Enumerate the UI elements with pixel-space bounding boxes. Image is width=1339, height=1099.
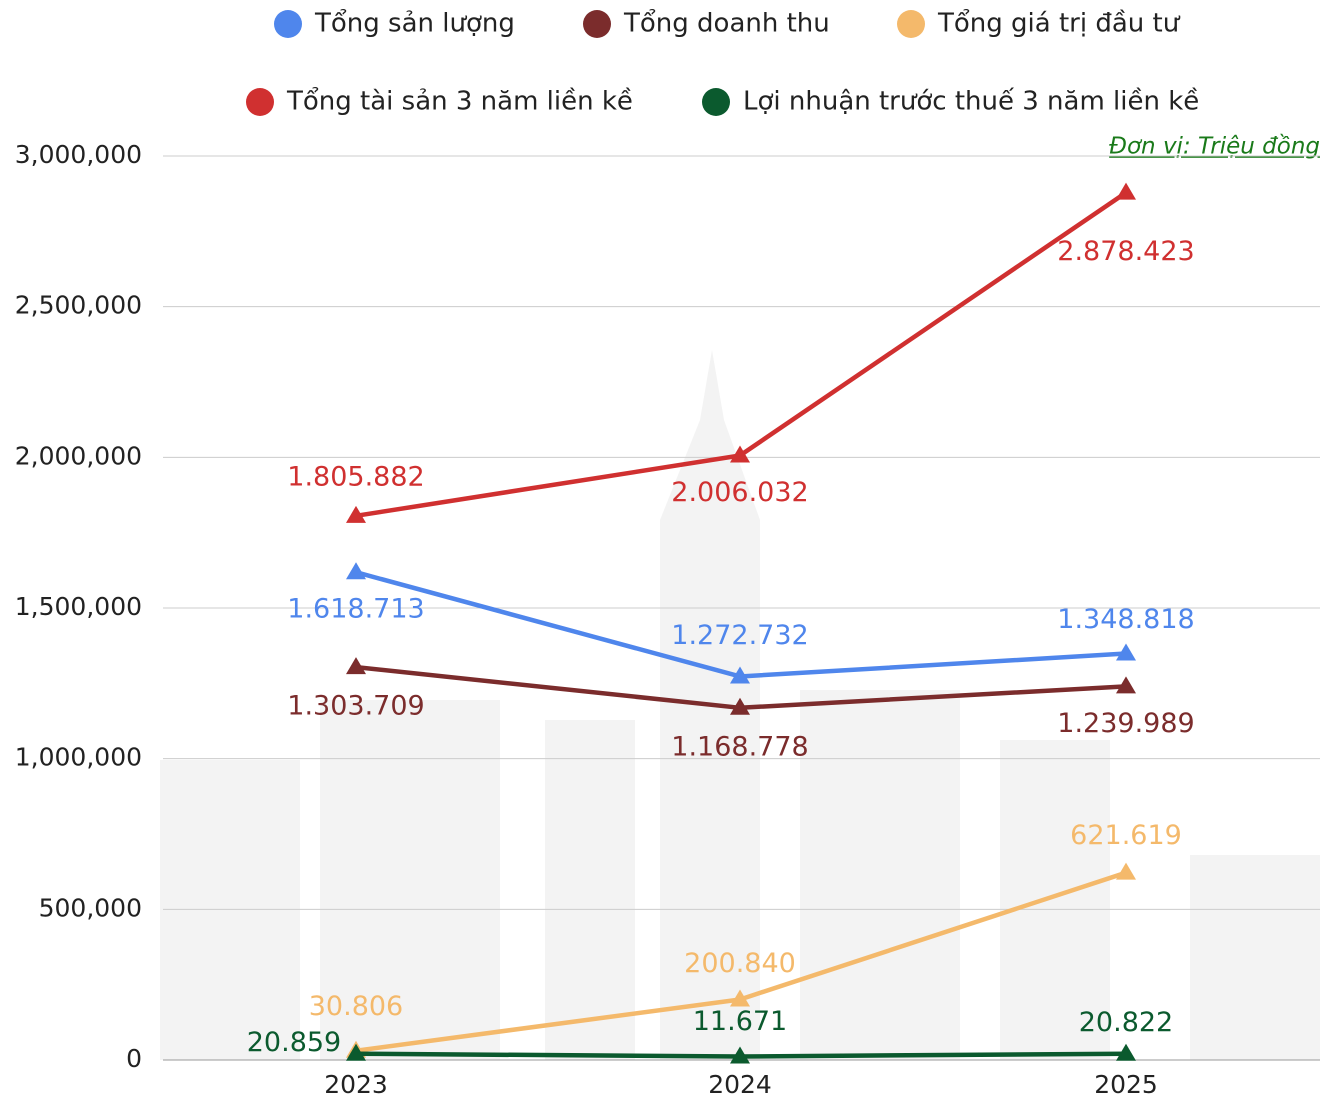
x-tick-label: 2025 <box>1094 1070 1158 1099</box>
y-tick-label: 1,000,000 <box>15 743 142 772</box>
value-label: 621.619 <box>1070 820 1182 851</box>
point-marker <box>730 989 750 1007</box>
value-label: 2.878.423 <box>1057 236 1194 267</box>
value-label: 1.348.818 <box>1057 604 1194 635</box>
unit-annotation: Đơn vị: Triệu đồng <box>1109 134 1320 160</box>
value-label: 1.805.882 <box>287 461 424 492</box>
point-marker <box>1116 1043 1136 1061</box>
legend-swatch <box>897 10 925 38</box>
y-tick-label: 2,000,000 <box>15 441 142 470</box>
legend-label: Tổng tài sản 3 năm liền kề <box>286 86 633 117</box>
value-label: 20.822 <box>1079 1007 1173 1038</box>
point-marker <box>730 697 750 715</box>
value-label: 1.618.713 <box>287 594 424 625</box>
value-label: 1.239.989 <box>1057 708 1194 739</box>
value-label: 1.168.778 <box>671 731 808 762</box>
value-label: 20.859 <box>247 1027 341 1058</box>
value-label: 1.303.709 <box>287 691 424 722</box>
point-marker <box>346 562 366 580</box>
point-marker <box>346 1043 366 1061</box>
point-marker <box>730 445 750 463</box>
background-skyline <box>160 350 1320 1060</box>
value-label: 1.272.732 <box>671 620 808 651</box>
value-label: 200.840 <box>684 948 796 979</box>
point-marker <box>346 505 366 523</box>
value-label: 2.006.032 <box>671 477 808 508</box>
legend-swatch <box>246 88 274 116</box>
legend-swatch <box>583 10 611 38</box>
point-marker <box>730 1046 750 1064</box>
legend-swatch <box>274 10 302 38</box>
point-marker <box>730 666 750 684</box>
y-tick-label: 500,000 <box>39 893 142 922</box>
legend-label: Tổng doanh thu <box>623 8 830 39</box>
legend-swatch <box>702 88 730 116</box>
point-marker <box>1116 643 1136 661</box>
point-marker <box>1116 182 1136 200</box>
point-marker <box>1116 676 1136 694</box>
value-label: 11.671 <box>693 1006 787 1037</box>
y-tick-label: 3,000,000 <box>15 140 142 169</box>
y-tick-label: 2,500,000 <box>15 291 142 320</box>
legend-label: Tổng sản lượng <box>314 8 515 39</box>
value-label: 30.806 <box>309 991 403 1022</box>
legend-label: Lợi nhuận trước thuế 3 năm liền kề <box>743 87 1199 117</box>
legend-label: Tổng giá trị đầu tư <box>937 8 1181 39</box>
y-tick-label: 0 <box>126 1044 142 1073</box>
x-tick-label: 2024 <box>708 1070 772 1099</box>
x-tick-label: 2023 <box>324 1070 388 1099</box>
y-tick-label: 1,500,000 <box>15 592 142 621</box>
point-marker <box>1116 862 1136 880</box>
point-marker <box>346 657 366 675</box>
